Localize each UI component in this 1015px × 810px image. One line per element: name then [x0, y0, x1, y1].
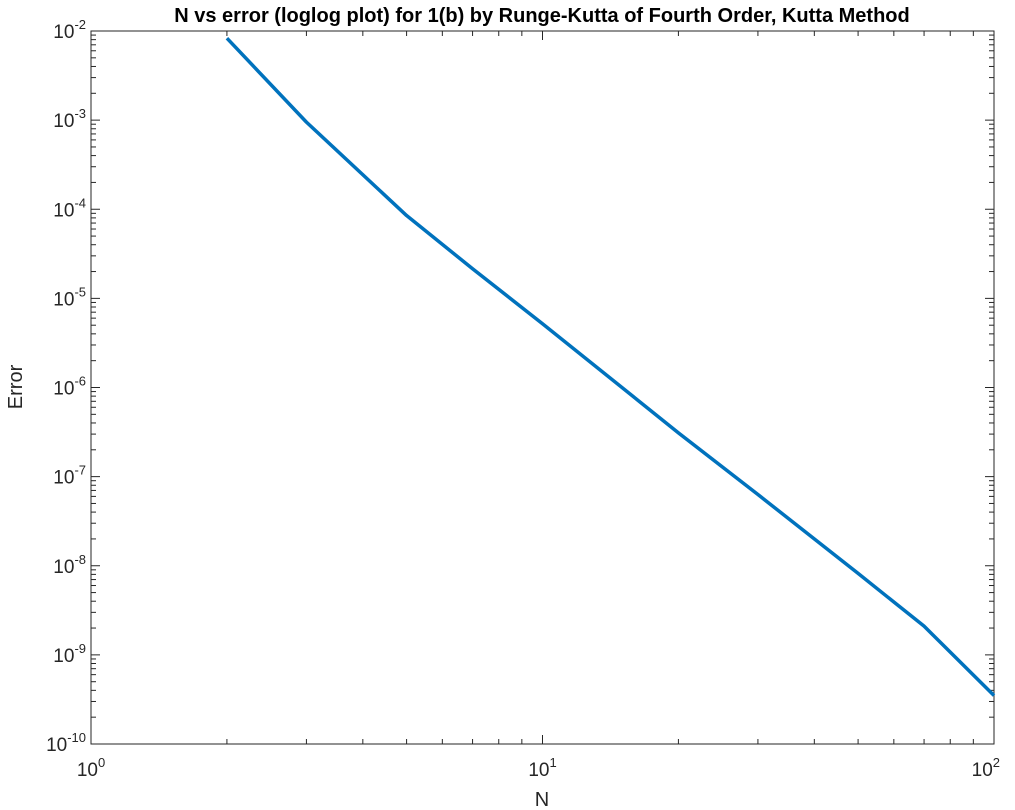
x-tick-label: 102: [972, 755, 1000, 781]
y-tick-label: 10-10: [46, 730, 86, 756]
y-tick-label: 10-5: [53, 284, 86, 310]
y-tick-label: 10-7: [53, 463, 86, 489]
x-axis-label: N: [535, 789, 549, 810]
x-tick-label: 100: [77, 755, 105, 781]
x-tick-label: 101: [528, 755, 556, 781]
axes-box: [90, 30, 995, 745]
y-tick-label: 10-3: [53, 106, 86, 132]
y-tick-label: 10-4: [53, 195, 86, 221]
plot-area: 100 101 102 10-10 10-9 10-8 10-7 10-6 10-5 10-4 10…: [46, 17, 1000, 781]
series-line: [225, 37, 996, 697]
y-tick-label: 10-9: [53, 641, 86, 667]
chart-title: N vs error (loglog plot) for 1(b) by Run…: [174, 5, 910, 27]
y-axis-label: Error: [5, 364, 27, 409]
y-tick-label: 10-8: [53, 552, 86, 578]
y-tick-label: 10-2: [53, 17, 86, 43]
y-tick-label: 10-6: [53, 374, 86, 400]
